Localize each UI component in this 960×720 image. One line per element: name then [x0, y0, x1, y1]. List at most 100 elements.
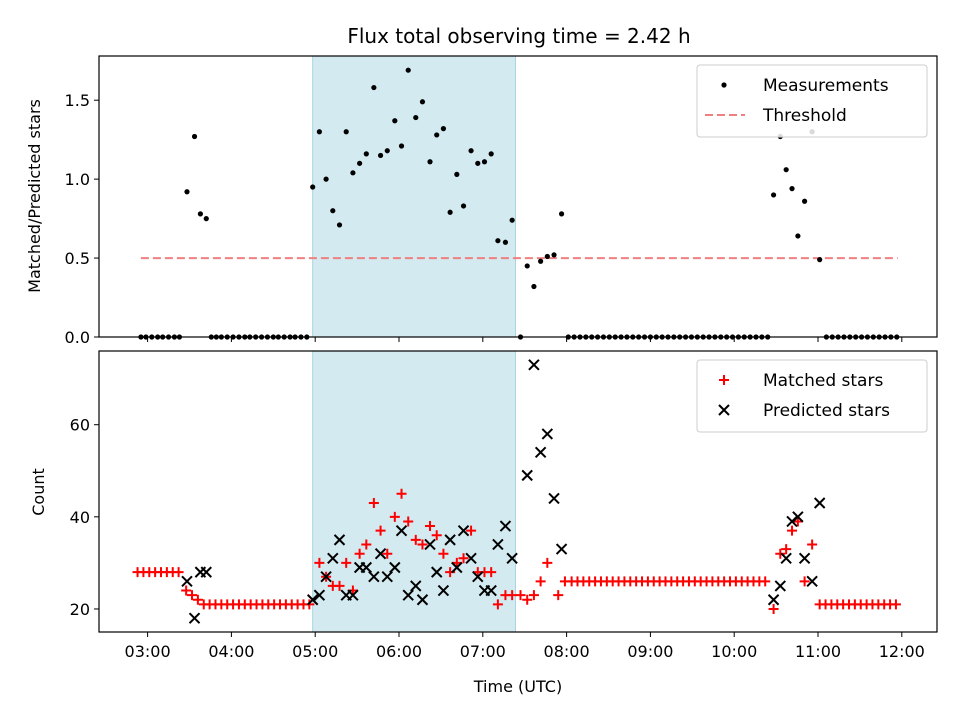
predicted-stars-point	[320, 571, 332, 583]
measurement-point	[184, 189, 190, 195]
matched-stars-point	[410, 534, 421, 545]
measurement-point	[538, 258, 544, 264]
measurement-point	[419, 99, 426, 105]
measurement-point	[330, 208, 336, 214]
predicted-stars-point	[485, 584, 497, 597]
predicted-stars-point	[465, 552, 477, 565]
matched-stars-point	[528, 590, 539, 601]
measurement-point	[481, 159, 488, 165]
predicted-stars-point	[813, 497, 826, 509]
matched-stars-point	[361, 539, 372, 550]
y-tick-label: 60	[70, 416, 90, 435]
measurement-point	[558, 211, 565, 217]
matched-stars-point	[535, 576, 546, 587]
measurement-point	[475, 160, 481, 166]
matched-stars-point	[375, 525, 386, 536]
matched-stars-point	[403, 516, 414, 527]
predicted-stars-point	[368, 571, 380, 583]
predicted-stars-point	[444, 534, 456, 546]
matched-stars-point	[492, 599, 503, 610]
measurement-point	[795, 233, 801, 239]
matched-stars-point	[334, 580, 345, 591]
matched-stars-point	[522, 594, 533, 605]
matched-stars-point	[354, 548, 365, 559]
measurement-point	[447, 209, 453, 215]
predicted-stars-point	[541, 428, 554, 440]
y-tick-label: 1.0	[65, 170, 90, 189]
x-tick-label: 07:00	[460, 642, 506, 661]
predicted-stars-point	[306, 594, 319, 606]
predicted-stars-point	[360, 561, 373, 574]
measurement-point	[524, 263, 530, 269]
predicted-stars-point	[555, 543, 568, 555]
predicted-stars-point	[327, 552, 339, 565]
predicted-stars-point	[424, 538, 436, 551]
x-tick-label: 03:00	[125, 642, 171, 661]
predicted-stars-point	[780, 552, 792, 565]
predicted-stars-point	[506, 552, 518, 565]
x-tick-label: 06:00	[376, 642, 422, 661]
chart-title: Flux total observing time = 2.42 h	[347, 24, 690, 48]
matched-stars-point	[341, 557, 352, 568]
measurement-point	[817, 257, 823, 263]
measurement-point	[371, 84, 377, 91]
measurement-point	[468, 148, 474, 154]
measurement-point	[531, 283, 537, 290]
legend-label: Predicted stars	[763, 401, 890, 421]
count-subplot: 20 40 60 03:00 04:00 05:00 06:00 07:00 08:00 09:0…	[70, 350, 938, 661]
predicted-stars-point	[457, 524, 470, 537]
legend: Matched stars Predicted stars	[696, 359, 928, 433]
predicted-stars-point	[472, 571, 484, 583]
y-tick-label: 0.0	[65, 328, 90, 347]
matched-stars-point	[396, 488, 407, 499]
predicted-stars-point	[374, 547, 387, 560]
measurement-point	[460, 203, 467, 209]
y-tick-label: 0.5	[65, 249, 90, 268]
series-2	[181, 359, 826, 624]
matched-stars-point	[890, 599, 901, 610]
matched-stars-point	[181, 585, 192, 596]
series-1	[132, 488, 901, 614]
measurement-point	[801, 198, 808, 204]
legend-label: Threshold	[762, 106, 847, 126]
predicted-stars-point	[451, 561, 463, 574]
legend-box	[696, 64, 928, 138]
matched-stars-point	[781, 544, 792, 555]
predicted-stars-point	[806, 575, 818, 588]
observing-window-shade	[312, 55, 516, 338]
legend-box	[696, 359, 928, 433]
matched-stars-point	[368, 498, 379, 509]
matched-stars-point	[507, 590, 518, 601]
legend-marker	[718, 404, 730, 416]
predicted-stars-point	[798, 552, 811, 565]
matched-stars-point	[760, 576, 771, 587]
measurement-point	[454, 171, 460, 177]
legend-label: Matched stars	[763, 371, 883, 391]
measurement-point	[336, 222, 343, 228]
predicted-stars-point	[499, 520, 512, 532]
predicted-stars-point	[792, 511, 804, 523]
x-axis-label: Time (UTC)	[473, 677, 562, 696]
matched-stars-point	[389, 511, 400, 522]
predicted-stars-point	[389, 561, 401, 574]
matched-stars-point	[458, 553, 469, 564]
predicted-stars-point	[200, 566, 212, 578]
measurement-point	[316, 129, 322, 135]
predicted-stars-point	[767, 594, 780, 606]
predicted-stars-point	[381, 571, 393, 583]
measurement-point	[509, 217, 515, 223]
measurement-point	[191, 133, 198, 140]
measurement-point	[363, 151, 369, 157]
measurement-point	[392, 118, 398, 124]
measurement-point	[502, 239, 509, 245]
x-tick-label: 04:00	[208, 642, 254, 661]
predicted-stars-point	[534, 446, 547, 459]
predicted-stars-point	[416, 594, 429, 606]
predicted-stars-point	[548, 492, 560, 505]
measurement-point	[551, 252, 557, 258]
measurement-point	[488, 151, 494, 157]
matched-stars-point	[425, 521, 436, 532]
predicted-stars-point	[333, 534, 346, 546]
measurement-point	[377, 152, 384, 159]
matched-stars-point	[807, 539, 818, 550]
